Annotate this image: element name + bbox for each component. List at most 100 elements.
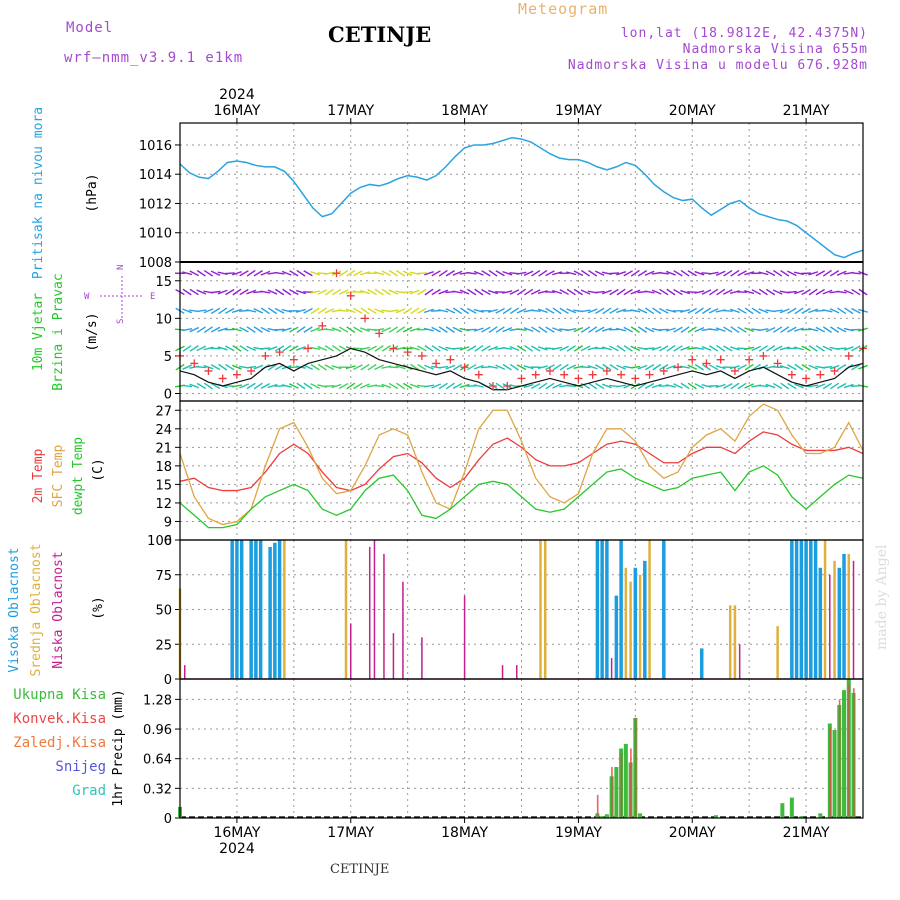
pressure-unit: (hPa) [85, 173, 100, 212]
wind-barb [566, 384, 577, 388]
wind-barb [744, 363, 754, 371]
wind-barb [331, 365, 342, 370]
wind-barb [523, 383, 534, 389]
wind-barb [317, 345, 328, 352]
wind-barb [779, 346, 790, 351]
wind-barb [289, 345, 299, 352]
wind-barb [509, 363, 519, 371]
wind-legend-e: E [150, 292, 155, 302]
wind-barb [225, 363, 235, 371]
wind-barb [196, 309, 207, 313]
wind-gust-marker [318, 321, 327, 330]
x-label-bottom: 17MAY [327, 825, 374, 841]
wind-barb [502, 346, 513, 350]
wind-barb [680, 326, 690, 334]
x-label-bottom: 21MAY [783, 825, 830, 841]
wind-barb [225, 288, 235, 296]
wind-barb [787, 382, 797, 390]
wind-barb [701, 384, 712, 388]
wind-barb [793, 327, 804, 332]
wind-barb [324, 271, 335, 275]
wind-barb [445, 382, 455, 390]
wind-barb [716, 345, 726, 352]
wind-barb [644, 326, 655, 333]
wind-barb [580, 326, 591, 333]
wind-gust-marker [659, 366, 668, 375]
wind-barb [459, 289, 470, 295]
mid-cloud-bar [624, 567, 628, 679]
wind-barb [730, 382, 740, 390]
wind-gust-marker [588, 370, 597, 379]
wind-gust-marker [759, 351, 768, 360]
wind-barb [694, 326, 705, 333]
wind-barb [616, 271, 627, 276]
wind-barb [609, 288, 619, 296]
wind-barb [822, 309, 833, 313]
wind-barb [808, 327, 819, 332]
wind-barb [587, 346, 598, 351]
wind-barb [516, 308, 527, 314]
wind-barb [687, 270, 697, 277]
wind-barb [267, 307, 278, 315]
wind-barb [367, 363, 377, 371]
wind-barb [786, 290, 797, 294]
wind-barb [203, 308, 214, 314]
wind-barb [182, 271, 193, 276]
y-tick-label: 0 [164, 812, 172, 827]
wind-barb [566, 308, 577, 314]
panel-frame [179, 122, 864, 263]
wind-barb [772, 289, 783, 295]
low-cloud-bar [383, 553, 385, 679]
high-cloud-bar [595, 540, 600, 679]
wind-barb [715, 383, 726, 389]
wind-gust-marker [631, 374, 640, 383]
wind-barb [737, 382, 747, 390]
wind-barb [794, 363, 804, 371]
lonlat-info: lon,lat (18.9812E, 42.4375N) [620, 26, 868, 41]
wind-barb [374, 384, 385, 388]
wind-barb [182, 345, 192, 352]
wind-barb [431, 270, 441, 277]
wind-barb [737, 270, 747, 277]
wind-barb [495, 382, 505, 390]
wind-barb [836, 347, 847, 350]
wind-barb [331, 288, 342, 296]
wind-barb [822, 365, 833, 369]
wind-barb [388, 289, 399, 295]
wind-barb [402, 290, 413, 294]
y-tick-label: 0.64 [143, 753, 172, 768]
wind-barb [644, 364, 655, 371]
wind-gust-marker [474, 370, 483, 379]
wind-barb [751, 289, 762, 296]
wind-barb [651, 346, 662, 351]
wind-barb [794, 383, 804, 389]
wind-barb [203, 326, 213, 333]
wind-gust-marker [389, 344, 398, 353]
wind-barb [231, 384, 242, 388]
wind-barb [338, 326, 349, 333]
wind-barb [808, 345, 818, 352]
legend-convective-rain: Konvek.Kisa [13, 711, 106, 727]
wind-gust-marker [503, 381, 512, 390]
wind-barb [388, 326, 399, 333]
wind-barb [303, 326, 313, 333]
wind-barb [282, 345, 292, 352]
wind-gust-marker [545, 366, 554, 375]
wind-barb [801, 307, 811, 314]
low-cloud-bar [402, 581, 404, 679]
wind-barb [651, 289, 662, 295]
wind-barb [438, 309, 449, 313]
x-label-bottom: 19MAY [555, 825, 602, 841]
y-tick-label: 100 [147, 534, 172, 549]
wind-barb [616, 327, 627, 332]
wind-barb [523, 270, 534, 276]
wind-barb [623, 270, 633, 277]
low-cloud-bar [516, 665, 518, 679]
y-tick-label: 10 [155, 312, 172, 327]
y-tick-label: 1014 [139, 168, 172, 183]
wind-barb [665, 308, 676, 313]
wind-barb [360, 383, 370, 389]
elevation-info: Nadmorska Visina 655m [682, 42, 868, 57]
wind-barb [274, 271, 285, 275]
wind-barb [822, 345, 833, 352]
